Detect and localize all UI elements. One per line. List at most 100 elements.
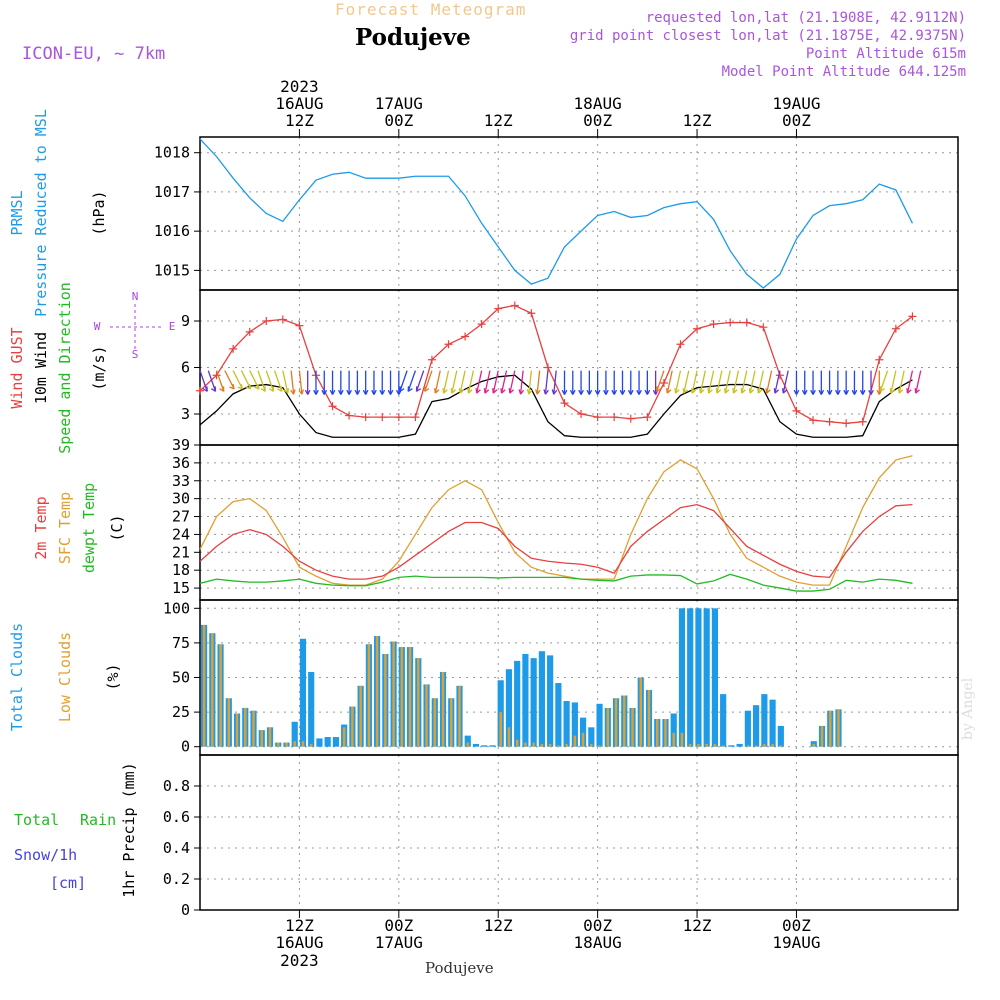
wind-direction-arrow	[732, 370, 740, 394]
wind-direction-arrow	[898, 370, 905, 394]
wind-arrow-head	[793, 389, 800, 395]
total-cloud-bar	[514, 660, 521, 747]
wind-arrow-head	[773, 388, 780, 394]
low-cloud-bar	[754, 745, 758, 747]
wind-arrow-head	[467, 388, 473, 394]
wind-arrow-head	[245, 383, 252, 390]
wind-arrow-head	[611, 389, 618, 395]
low-cloud-bar	[598, 745, 601, 747]
ytick-label: 21	[172, 543, 190, 561]
low-cloud-bar	[705, 743, 708, 747]
wind-direction-arrow	[476, 370, 483, 394]
low-cloud-bar	[244, 707, 247, 747]
wind-direction-arrow	[199, 370, 208, 392]
wind-arrow-head	[889, 388, 896, 394]
wind-arrow-head	[707, 388, 713, 394]
wind-arrow-head	[826, 389, 833, 395]
low-cloud-bar	[688, 743, 692, 747]
ytick-label: 50	[172, 669, 190, 687]
low-cloud-bar	[260, 730, 263, 747]
wind-arrow-head	[229, 383, 235, 390]
wind-arrow-head	[337, 389, 344, 395]
low-cloud-bar	[664, 719, 667, 747]
point-altitude: Point Altitude 615m	[805, 46, 966, 62]
low-cloud-bar	[507, 727, 511, 747]
wind-gust-marker	[361, 413, 370, 422]
wind-direction-arrow	[492, 370, 499, 394]
total-cloud-bar	[736, 743, 743, 747]
total-cloud-bar	[464, 735, 471, 747]
low-cloud-bar	[235, 713, 239, 747]
wind-arrow-head	[424, 386, 430, 392]
wind-direction-arrow	[273, 370, 283, 392]
wind-direction-arrow	[399, 370, 408, 392]
wind-gust-marker	[626, 414, 635, 423]
low-cloud-bar	[672, 732, 675, 747]
ytick-label: 1016	[154, 222, 190, 240]
wind-arrow-head	[748, 388, 755, 394]
wind-arrow-head	[594, 389, 601, 395]
low-cloud-bar	[647, 689, 651, 747]
total-cloud-bar	[299, 638, 307, 747]
wind-direction-arrow	[890, 370, 897, 394]
wind-arrow-head	[399, 386, 405, 392]
low-cloud-bar	[458, 685, 461, 747]
wind-direction-arrow	[879, 370, 889, 392]
wind-arrow-head	[627, 389, 634, 395]
low-cloud-bar	[771, 743, 774, 747]
compass-cross	[110, 304, 162, 350]
ytick-label: 6	[181, 359, 190, 377]
wind-arrow-head	[765, 388, 771, 394]
total-cloud-bar	[580, 717, 587, 747]
panel-frame	[199, 136, 959, 291]
low-cloud-bar	[342, 727, 346, 747]
low-cloud-bar	[631, 707, 634, 747]
bottom-hour-label: 12Z	[285, 916, 314, 935]
wind-gust-marker	[411, 413, 420, 422]
wind-arrow-head	[543, 389, 549, 395]
top-hour-label: 00Z	[583, 111, 612, 130]
low-cloud-bar	[400, 647, 404, 747]
wind-arrow-head	[843, 389, 850, 395]
wind-arrow-head	[354, 389, 361, 395]
wind-arrow-head	[732, 388, 738, 394]
wind-direction-arrow	[207, 370, 217, 392]
temp-2m-line	[199, 503, 913, 580]
wind-gust-marker	[643, 413, 652, 422]
low-cloud-bar	[268, 727, 272, 747]
total-cloud-bar	[489, 745, 496, 747]
panel-frame	[199, 754, 959, 911]
ytick-label: 36	[172, 454, 190, 472]
wind-gust-marker	[659, 379, 668, 387]
wind-direction-arrow	[757, 370, 764, 394]
wind-arrow-head	[290, 389, 296, 395]
wind-arrow-head	[434, 388, 440, 394]
low-cloud-bar	[408, 647, 412, 747]
wind-arrow-head	[260, 386, 266, 392]
low-cloud-bar	[425, 684, 428, 747]
wind-arrow-head	[682, 388, 688, 394]
low-cloud-bar	[820, 725, 824, 747]
wind-gust-marker	[842, 419, 851, 428]
wind-arrow-head	[569, 389, 576, 395]
wind-arrow-head	[810, 389, 816, 395]
total-cloud-bar	[711, 608, 719, 747]
low-cloud-bar	[285, 742, 288, 747]
low-cloud-bar	[779, 745, 783, 747]
wind-arrow-head	[690, 388, 697, 394]
total-cloud-bar	[472, 743, 480, 747]
requested-coords: requested lon,lat (21.1908E, 42.9112N)	[645, 10, 966, 26]
total-cloud-bar	[728, 745, 735, 747]
bottom-hour-label: 12Z	[484, 916, 513, 935]
wind-arrow-head	[619, 389, 626, 395]
wind-arrow-head	[283, 388, 290, 394]
wind-gust-marker	[394, 413, 403, 422]
wind-arrow-head	[237, 383, 244, 390]
wind-direction-arrow	[249, 370, 260, 390]
wind-arrow-head	[801, 389, 808, 395]
total-cloud-bar	[291, 721, 298, 747]
wind-arrow-head	[535, 389, 541, 395]
wind-direction-arrow	[774, 370, 781, 394]
wind-arrow-head	[475, 388, 481, 394]
low-cloud-bar	[623, 695, 626, 747]
